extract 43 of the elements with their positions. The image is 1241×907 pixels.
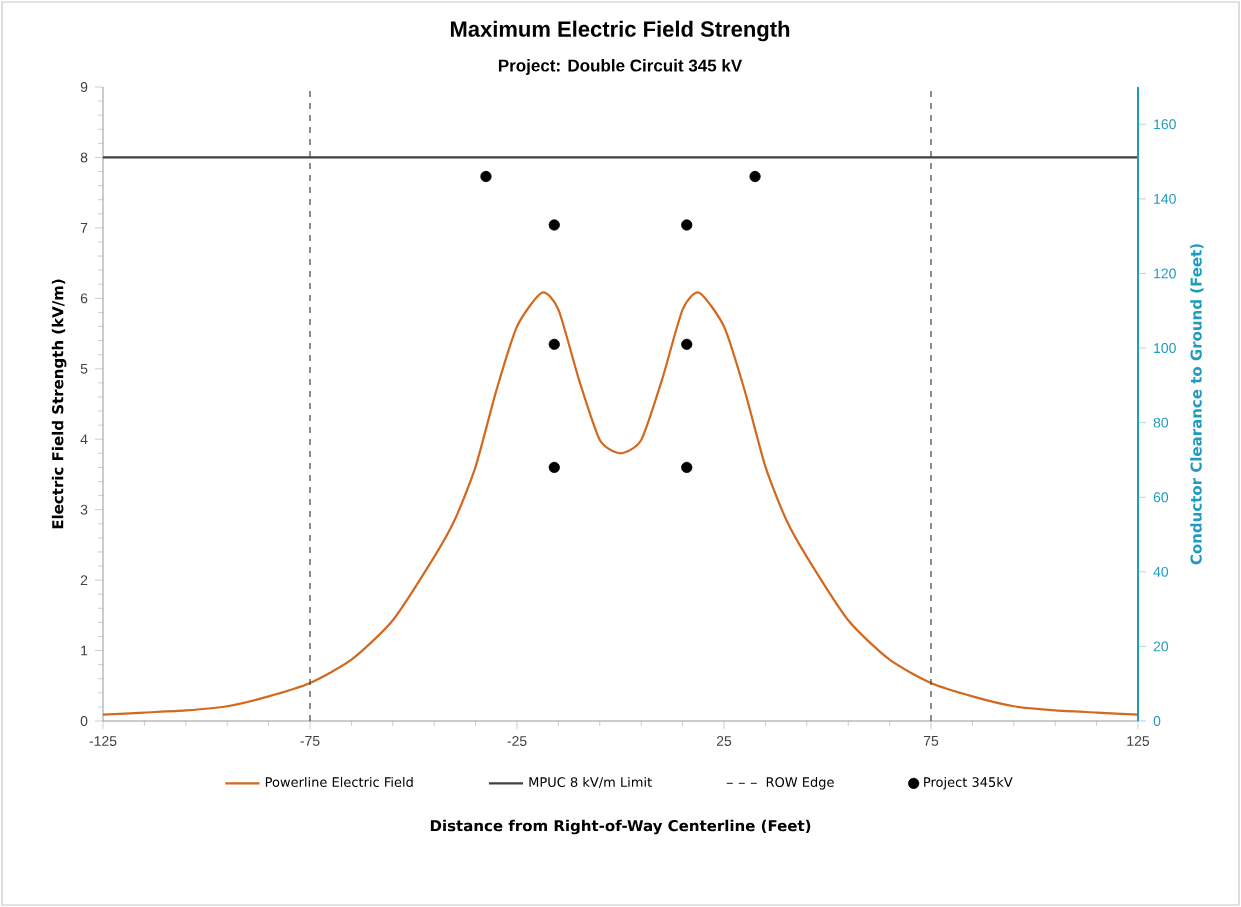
- point: [548, 219, 560, 231]
- y-tick-label: 1: [81, 645, 88, 656]
- point: [681, 461, 693, 473]
- legend-label: ROW Edge: [766, 776, 834, 790]
- legend-label: MPUC 8 kV/m Limit: [529, 776, 652, 789]
- y-axis-title: Electric Field Strength (kV/m): [51, 279, 67, 529]
- legend-label: Project 345kV: [924, 776, 1013, 790]
- y2-axis-title: Conductor Clearance to Ground (Feet): [1190, 244, 1204, 565]
- x-axis-title: Distance from Right-of-Way Centerline (Feet): [430, 819, 811, 835]
- point: [548, 338, 560, 350]
- chart-title: Maximum Electric Field Strength: [450, 20, 790, 42]
- y2-tick-label: 120: [1154, 268, 1176, 279]
- y2-tick-label: 40: [1153, 566, 1169, 577]
- y-tick-label: 0: [80, 716, 88, 726]
- y-tick-label: 6: [80, 293, 88, 304]
- x-tick-label: 125: [1127, 736, 1150, 746]
- y2-tick-label: 0: [1153, 716, 1161, 726]
- line-series: [101, 291, 1140, 716]
- y-tick-label: 7: [80, 223, 88, 233]
- legend-label: Powerline Electric Field: [265, 776, 413, 788]
- x-tick-label: -75: [300, 736, 320, 746]
- y-tick-label: 3: [80, 504, 88, 515]
- x-tick-label: 75: [923, 736, 939, 746]
- x-tick-label: -125: [89, 736, 117, 746]
- y-tick-label: 8: [80, 152, 88, 163]
- y2-tick-label: 160: [1154, 119, 1176, 130]
- point: [480, 170, 492, 183]
- y2-tick-label: 60: [1153, 492, 1169, 503]
- x-tick-label: -25: [507, 736, 527, 746]
- y2-tick-label: 140: [1154, 193, 1176, 204]
- point: [681, 219, 693, 231]
- y2-tick-label: 80: [1153, 417, 1169, 428]
- y2-tick-label: 100: [1154, 343, 1176, 353]
- y-tick-label: 9: [80, 82, 88, 92]
- y-tick-label: 2: [80, 575, 88, 585]
- point: [681, 338, 693, 350]
- chart-subtitle: Project: Double Circuit 345 kV: [498, 59, 743, 75]
- y2-tick-label: 20: [1153, 641, 1169, 652]
- point: [548, 461, 560, 473]
- point: [749, 170, 761, 183]
- y-tick-label: 4: [80, 434, 88, 445]
- y-tick-label: 5: [80, 363, 88, 374]
- x-tick-label: 25: [716, 736, 732, 746]
